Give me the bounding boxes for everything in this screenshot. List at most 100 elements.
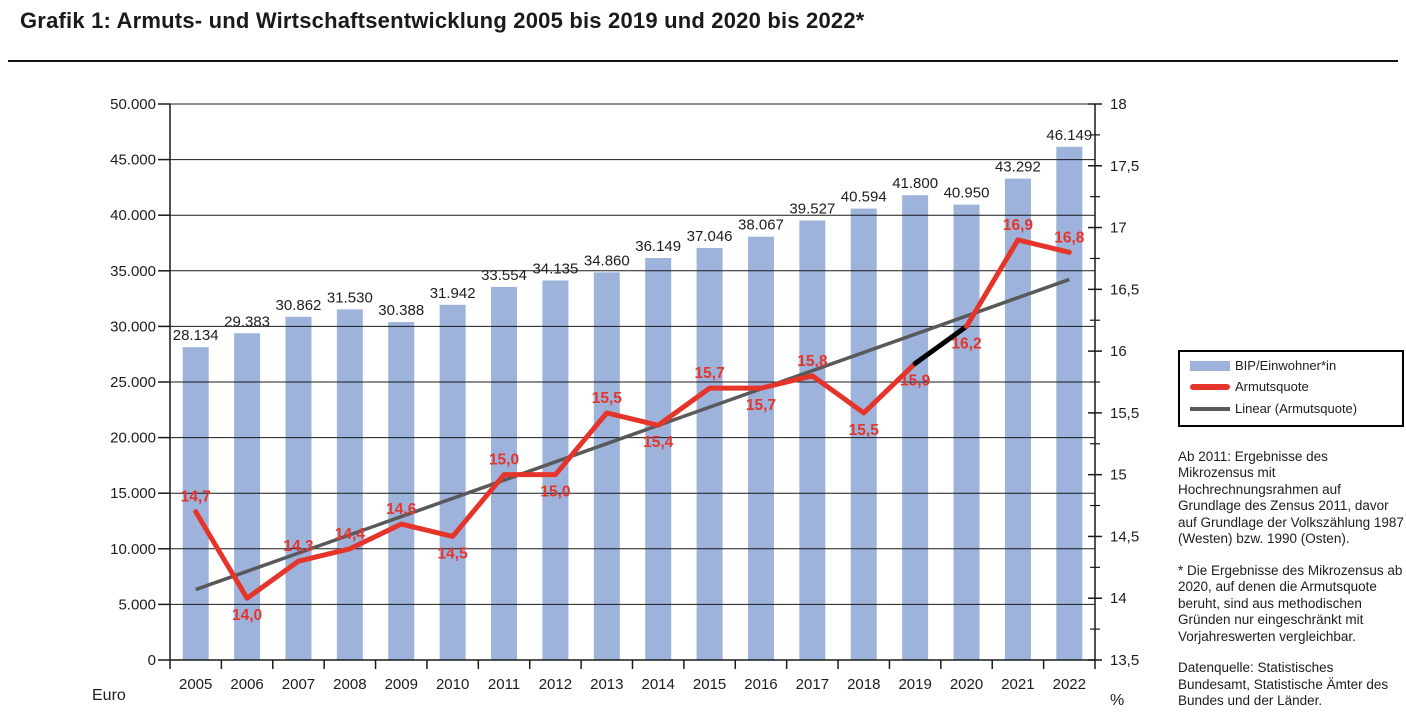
left-axis-tick-label: 0 — [148, 652, 156, 669]
bar-value-label: 38.067 — [738, 217, 784, 234]
armutsquote-value-label: 14,6 — [386, 501, 417, 518]
armutsquote-line — [964, 237, 1072, 329]
bar-value-label: 29.383 — [224, 313, 270, 330]
armutsquote-value-label: 15,7 — [746, 397, 776, 414]
x-axis-year-label: 2012 — [539, 676, 572, 693]
bar-value-label: 30.388 — [378, 302, 424, 319]
bar-2008 — [336, 309, 363, 660]
bar-2016 — [747, 236, 774, 661]
chart-title: Grafik 1: Armuts- und Wirtschaftsentwick… — [20, 8, 865, 33]
x-axis-year-label: 2009 — [385, 676, 418, 693]
x-axis-year-label: 2014 — [642, 676, 675, 693]
bar-2010 — [439, 304, 466, 660]
right-axis-tick-label: 16 — [1110, 343, 1127, 360]
x-axis-year-label: 2008 — [333, 676, 366, 693]
x-axis-year-label: 2019 — [898, 676, 931, 693]
left-axis-tick-label: 10.000 — [110, 541, 156, 558]
right-axis-tick-label: 15,5 — [1110, 405, 1139, 422]
bar-2019 — [902, 195, 929, 660]
left-axis-tick-label: 5.000 — [118, 596, 156, 613]
bar-2005 — [182, 347, 209, 660]
x-axis-year-label: 2007 — [282, 676, 315, 693]
bar-swatch-icon — [1190, 361, 1230, 372]
left-axis-tick-label: 25.000 — [110, 374, 156, 391]
armutsquote-value-label: 15,9 — [900, 372, 931, 389]
bar-value-label: 33.554 — [481, 267, 527, 284]
bar-value-label: 46.149 — [1046, 127, 1092, 144]
trendline-linear-armutsquote — [195, 277, 1070, 592]
right-axis-tick-label: 15 — [1110, 467, 1127, 484]
armutsquote-value-label: 15,4 — [643, 434, 674, 451]
bar-2012 — [542, 280, 569, 660]
bar-value-label: 37.046 — [687, 228, 733, 245]
legend: BIP/Einwohner*in Armutsquote Linear (Arm… — [1178, 350, 1404, 427]
bar-value-label: 39.527 — [789, 200, 835, 217]
bar-2009 — [388, 322, 415, 660]
side-column: BIP/Einwohner*in Armutsquote Linear (Arm… — [1178, 350, 1404, 721]
armutsquote-line — [193, 360, 918, 601]
right-axis-unit-label: % — [1110, 692, 1125, 709]
bar-value-label: 34.135 — [532, 260, 578, 277]
armutsquote-value-label: 16,8 — [1054, 229, 1085, 246]
bar-value-label: 41.800 — [892, 175, 938, 192]
x-axis-year-label: 2015 — [693, 676, 726, 693]
note-zensus: Ab 2011: Ergebnisse des Mikrozensus mit … — [1178, 448, 1404, 547]
bar-value-label: 31.530 — [327, 289, 373, 306]
left-axis-tick-label: 50.000 — [110, 96, 156, 113]
x-axis-year-label: 2017 — [796, 676, 829, 693]
x-axis-year-label: 2018 — [847, 676, 880, 693]
legend-item-armutsquote: Armutsquote — [1190, 379, 1392, 395]
title-divider — [8, 60, 1398, 62]
right-axis-tick-label: 14 — [1110, 590, 1127, 607]
x-axis-year-label: 2013 — [590, 676, 623, 693]
left-axis-tick-label: 40.000 — [110, 207, 156, 224]
x-axis-year-label: 2021 — [1001, 676, 1034, 693]
left-axis-tick-label: 45.000 — [110, 152, 156, 169]
right-axis-tick-label: 16,5 — [1110, 281, 1139, 298]
bar-2020 — [953, 204, 980, 661]
right-axis-tick-label: 13,5 — [1110, 652, 1139, 669]
armutsquote-value-label: 15,5 — [849, 422, 880, 439]
legend-label-linear: Linear (Armutsquote) — [1235, 400, 1358, 416]
legend-label-armutsquote: Armutsquote — [1235, 379, 1309, 395]
bar-value-label: 30.862 — [276, 297, 322, 314]
legend-item-linear: Linear (Armutsquote) — [1190, 400, 1392, 416]
x-axis-year-label: 2020 — [950, 676, 983, 693]
left-axis-tick-label: 15.000 — [110, 485, 156, 502]
bar-2018 — [850, 208, 877, 660]
armutsquote-break-segment — [912, 323, 970, 366]
bar-2013 — [593, 272, 620, 660]
bar-value-label: 34.860 — [584, 252, 630, 269]
left-axis-tick-label: 20.000 — [110, 430, 156, 447]
armutsquote-value-label: 14,5 — [438, 545, 469, 562]
note-asterisk: * Die Ergebnisse des Mikrozensus ab 2020… — [1178, 562, 1403, 644]
bar-value-label: 40.594 — [841, 189, 887, 206]
bar-2022 — [1056, 146, 1083, 660]
armutsquote-value-label: 15,8 — [797, 353, 828, 370]
note-source: Datenquelle: Statistisches Bundesamt, St… — [1178, 660, 1389, 708]
x-axis-year-label: 2011 — [488, 676, 520, 693]
left-axis-tick-label: 30.000 — [110, 318, 156, 335]
armutsquote-value-label: 14,0 — [232, 607, 262, 624]
legend-label-bip: BIP/Einwohner*in — [1235, 358, 1337, 373]
legend-item-bip: BIP/Einwohner*in — [1190, 358, 1392, 373]
x-axis-year-label: 2022 — [1053, 676, 1086, 693]
right-axis-tick-label: 17,5 — [1110, 158, 1139, 175]
bar-2014 — [645, 258, 672, 660]
left-axis-tick-label: 35.000 — [110, 263, 156, 280]
bar-2006 — [234, 333, 261, 660]
x-axis-year-label: 2010 — [436, 676, 469, 693]
bar-value-label: 36.149 — [635, 238, 681, 255]
x-axis-year-label: 2006 — [230, 676, 263, 693]
armutsquote-value-label: 15,0 — [489, 452, 519, 469]
red-line-swatch-icon — [1190, 384, 1230, 391]
bar-value-label: 43.292 — [995, 159, 1041, 176]
left-axis-unit-label: Euro — [92, 687, 126, 704]
right-axis-tick-label: 18 — [1110, 96, 1127, 113]
armutsquote-value-label: 15,0 — [540, 484, 570, 501]
gray-line-swatch-icon — [1190, 406, 1230, 411]
armutsquote-value-label: 16,2 — [951, 335, 981, 352]
bar-2015 — [696, 248, 723, 661]
